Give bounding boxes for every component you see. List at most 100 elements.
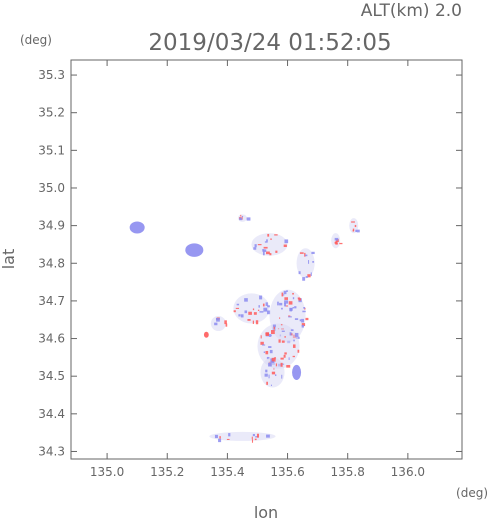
echo-pixel [279,317,281,319]
echo-pixel [351,221,355,223]
echo-pixel [312,261,315,263]
echo-pixel [266,251,270,255]
echo-pixel [301,323,306,327]
echo-pixel [283,290,287,295]
echo-pixel [284,352,287,355]
echo-pixel [260,335,262,339]
echo-pixel [267,310,271,315]
echo-pixel [336,242,338,245]
echo-pixel [255,436,259,438]
echo-pixel [288,357,290,360]
echo-pixel [292,292,294,295]
echo-pixel [269,253,272,256]
y-tick-label: 34.8 [38,256,65,270]
echo-blob [251,233,288,256]
y-tick-label: 34.7 [38,294,65,308]
echo-pixel [268,346,272,348]
y-tick-label: 34.5 [38,369,65,383]
echo-blob [210,315,226,332]
echo-pixel [251,439,254,443]
echo-pixel [274,234,278,236]
echo-blob [331,233,341,249]
echo-pixel [280,357,284,360]
echo-pixel [305,317,309,321]
echo-pixel [278,339,281,343]
echo-pixel [268,374,270,379]
echo-pixel [266,239,268,242]
echo-pixel [244,298,248,302]
echo-pixel [225,323,228,327]
echo-pixel [311,251,315,255]
echo-pixel [244,310,248,314]
echo-pixel [283,294,285,296]
echo-pixel [233,310,236,313]
echo-pixel [218,438,222,443]
echo-pixel [297,349,300,353]
echo-pixel [247,318,251,321]
y-tick-label: 34.6 [38,332,65,346]
echo-pixel [270,238,272,240]
echo-pixel [269,349,273,354]
echo-pixel [275,363,278,367]
echo-blob [296,248,315,279]
echo-pixel [263,351,266,353]
echo-pixel [267,233,270,237]
echo-blob [185,243,204,257]
echo-pixel [264,373,268,377]
echo-pixel [301,324,304,328]
echo-pixel [305,254,308,257]
y-axis-label: lat [0,249,18,270]
echo-pixel [270,361,275,363]
echo-pixel [264,241,268,243]
echo-pixel [262,251,265,256]
echo-pixel [281,374,283,379]
echo-pixel [268,334,271,337]
echo-pixel [292,355,295,358]
echo-pixel [284,297,289,300]
echo-pixel [228,433,231,437]
echo-pixel [280,362,283,367]
echo-pixel [254,244,257,248]
echo-pixel [304,307,306,310]
echo-pixel [286,290,288,292]
echo-pixel [284,300,289,304]
echo-pixel [258,305,260,308]
x-tick-label: 135.8 [331,465,365,479]
echo-pixel [305,276,308,278]
echo-pixel [254,438,257,441]
echo-pixel [270,384,272,387]
x-tick-label: 135.0 [90,465,124,479]
echo-pixel [265,350,269,355]
echo-pixel [238,314,241,317]
x-tick-label: 136.0 [391,465,425,479]
echo-pixel [252,320,255,324]
echo-pixel [262,249,267,252]
echo-pixel [271,330,275,335]
y-tick-label: 35.2 [38,106,65,120]
echo-pixel [257,244,262,246]
echo-pixel [281,330,285,332]
echo-pixel [214,322,218,326]
echo-pixel [253,247,257,250]
echo-pixel [304,252,306,257]
echo-pixel [246,217,251,221]
echo-pixel [292,344,296,348]
echo-pixel [260,341,264,345]
echo-pixel [271,357,276,362]
echo-pixel [265,302,268,306]
echo-pixel [265,369,268,373]
echo-pixel [275,250,278,253]
echo-pixel [236,303,240,306]
y-tick-label: 34.4 [38,407,65,421]
echo-pixel [302,310,306,313]
echo-pixel [334,237,339,241]
echo-pixel [352,228,355,232]
x-tick-label: 135.6 [270,465,304,479]
echo-pixel [299,252,304,254]
echo-pixel [303,307,306,309]
echo-pixel [310,272,312,277]
echo-pixel [226,438,230,440]
echo-pixel [265,333,270,335]
y-unit-label: (deg) [20,33,52,47]
echo-pixel [252,433,255,437]
